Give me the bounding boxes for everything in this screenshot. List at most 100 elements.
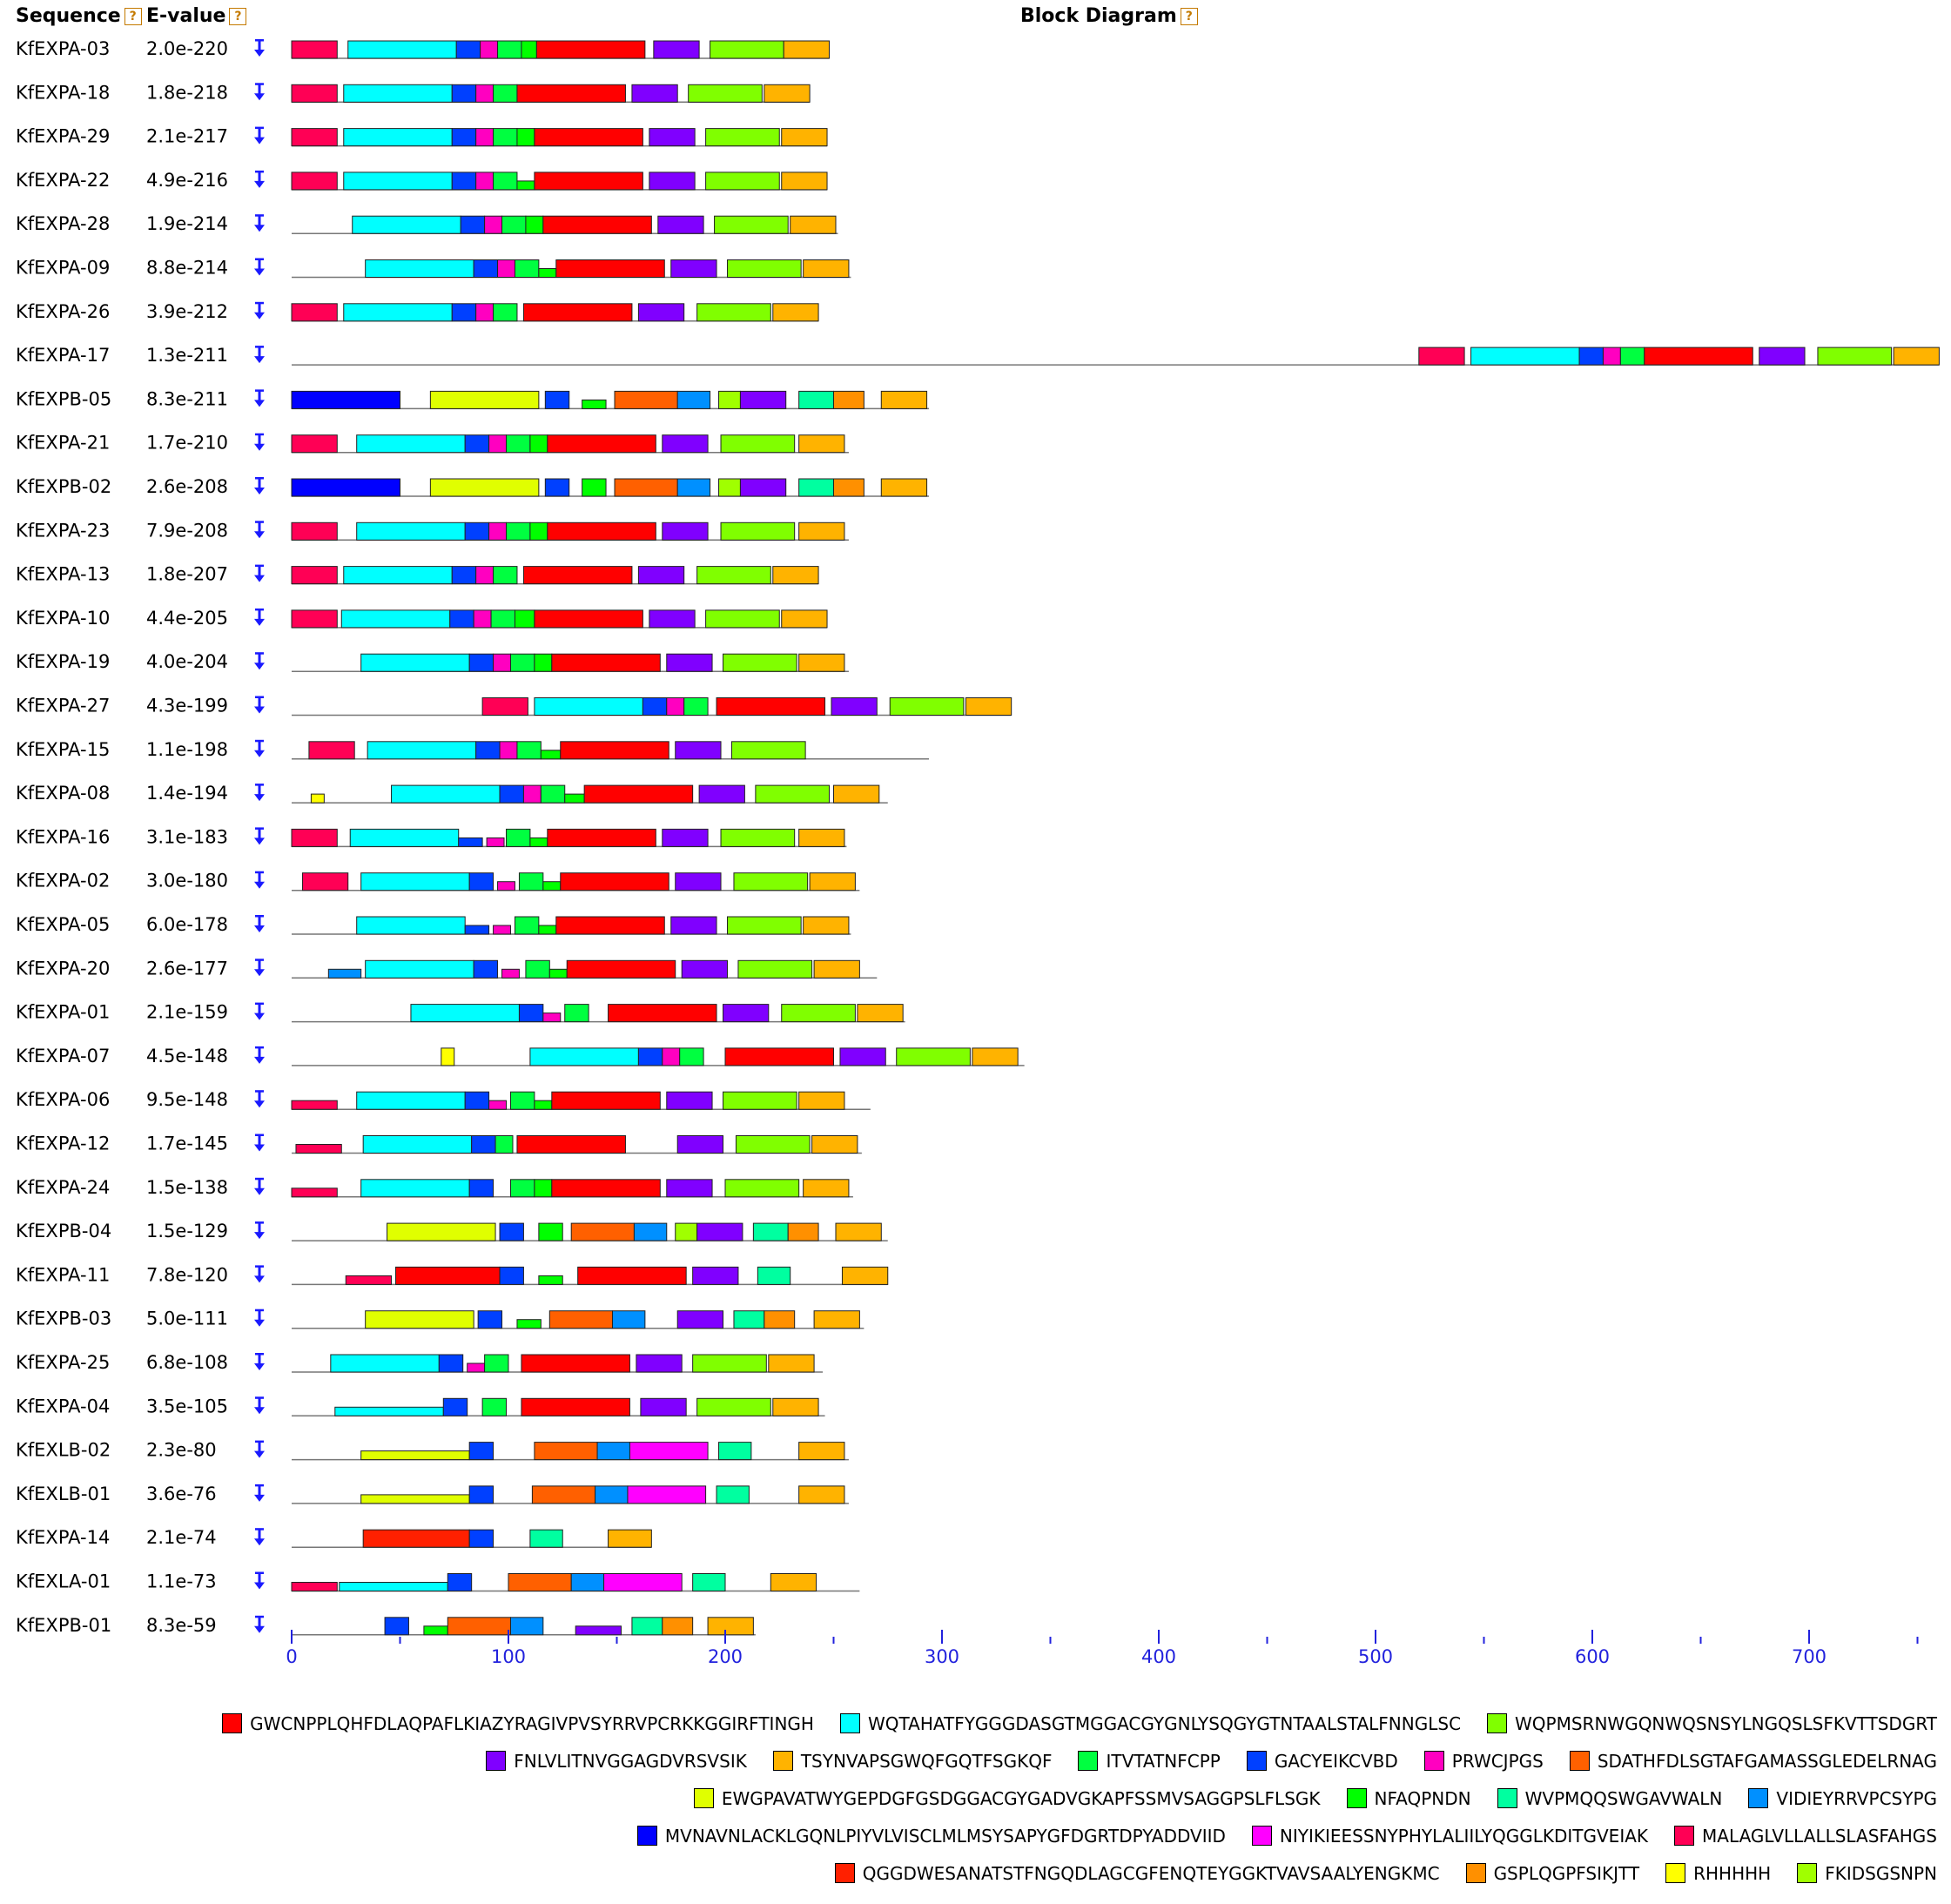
motif-block-m4[interactable] bbox=[698, 784, 745, 804]
legend-item[interactable]: GACYEIKCVBD bbox=[1246, 1751, 1398, 1772]
legend-item[interactable]: MALAGLVLLALLSLASFAHGS bbox=[1674, 1826, 1937, 1847]
motif-block-m7[interactable] bbox=[468, 1179, 494, 1198]
sequence-name[interactable]: KfEXPA-13 bbox=[16, 564, 110, 585]
legend-item[interactable]: MVNAVNLACKLGQNLPIYVLVISCLMLMSYSAPYGFDGRT… bbox=[636, 1826, 1226, 1847]
motif-block-m7[interactable] bbox=[473, 959, 499, 979]
motif-block-m12[interactable] bbox=[716, 1485, 750, 1504]
motif-block-m3[interactable] bbox=[755, 784, 831, 804]
motif-block-m3[interactable] bbox=[696, 1397, 771, 1416]
download-arrow-icon[interactable] bbox=[254, 915, 265, 932]
sequence-name[interactable]: KfEXPA-28 bbox=[16, 213, 110, 234]
motif-block-m5[interactable] bbox=[798, 1442, 845, 1461]
download-arrow-icon[interactable] bbox=[254, 83, 265, 101]
motif-block-m16[interactable] bbox=[301, 872, 349, 891]
motif-block-m7[interactable] bbox=[464, 434, 490, 454]
sequence-name[interactable]: KfEXPA-23 bbox=[16, 520, 110, 541]
motif-block-m11[interactable] bbox=[540, 750, 562, 760]
motif-block-m2[interactable] bbox=[360, 872, 470, 891]
motif-block-m7[interactable] bbox=[1578, 346, 1604, 366]
motif-block-m1[interactable] bbox=[547, 521, 656, 541]
download-arrow-icon[interactable] bbox=[254, 214, 265, 232]
motif-block-m7[interactable] bbox=[464, 925, 490, 935]
motif-block-m20[interactable] bbox=[718, 390, 741, 409]
motif-block-m7[interactable] bbox=[477, 1310, 503, 1329]
motif-block-m7[interactable] bbox=[468, 872, 494, 891]
motif-block-m1[interactable] bbox=[547, 434, 656, 454]
motif-block-m5[interactable] bbox=[857, 1004, 904, 1023]
motif-block-m16[interactable] bbox=[291, 1582, 338, 1591]
motif-block-m18[interactable] bbox=[764, 1310, 796, 1329]
motif-block-m12[interactable] bbox=[692, 1573, 726, 1591]
sequence-name[interactable]: KfEXPA-18 bbox=[16, 82, 110, 103]
motif-block-m3[interactable] bbox=[896, 1047, 971, 1066]
motif-block-m5[interactable] bbox=[803, 259, 850, 278]
motif-block-m8[interactable] bbox=[475, 172, 494, 191]
motif-block-m5[interactable] bbox=[781, 609, 828, 629]
motif-block-m16[interactable] bbox=[291, 40, 338, 59]
block-diagram-help-icon[interactable]: ? bbox=[1180, 8, 1198, 25]
motif-block-m3[interactable] bbox=[889, 697, 965, 716]
motif-block-m4[interactable] bbox=[653, 40, 700, 59]
motif-block-m8[interactable] bbox=[475, 84, 494, 103]
motif-block-m5[interactable] bbox=[768, 1354, 815, 1373]
sequence-name[interactable]: KfEXPA-01 bbox=[16, 1002, 110, 1023]
motif-block-m5[interactable] bbox=[772, 566, 819, 585]
download-arrow-icon[interactable] bbox=[254, 652, 265, 670]
motif-block-m14[interactable] bbox=[291, 478, 400, 497]
motif-block-m5[interactable] bbox=[798, 1485, 845, 1504]
motif-block-m5[interactable] bbox=[770, 1573, 817, 1591]
motif-block-m5[interactable] bbox=[707, 1617, 754, 1636]
motif-block-m1[interactable] bbox=[534, 172, 643, 191]
download-arrow-icon[interactable] bbox=[254, 126, 265, 145]
download-arrow-icon[interactable] bbox=[254, 871, 265, 889]
motif-block-m13[interactable] bbox=[327, 968, 362, 979]
motif-block-m2[interactable] bbox=[360, 653, 470, 672]
motif-block-m8[interactable] bbox=[467, 1362, 486, 1373]
motif-block-m16[interactable] bbox=[345, 1275, 393, 1285]
motif-block-m2[interactable] bbox=[343, 128, 453, 147]
motif-block-m12[interactable] bbox=[798, 478, 834, 497]
motif-block-m4[interactable] bbox=[575, 1625, 622, 1636]
motif-block-m16[interactable] bbox=[291, 1187, 338, 1198]
motif-block-m15[interactable] bbox=[603, 1573, 683, 1591]
motif-block-m11[interactable] bbox=[538, 1222, 563, 1241]
download-arrow-icon[interactable] bbox=[254, 433, 265, 451]
motif-block-m9[interactable] bbox=[534, 1442, 598, 1461]
motif-block-m4[interactable] bbox=[631, 84, 678, 103]
motif-block-m7[interactable] bbox=[447, 1573, 473, 1591]
motif-block-m16[interactable] bbox=[295, 1144, 342, 1154]
motif-block-m3[interactable] bbox=[720, 828, 796, 847]
motif-block-m7[interactable] bbox=[468, 1485, 494, 1504]
sequence-name[interactable]: KfEXPB-04 bbox=[16, 1221, 111, 1241]
motif-block-m1[interactable] bbox=[560, 741, 669, 760]
motif-block-m11[interactable] bbox=[521, 40, 537, 59]
motif-block-m4[interactable] bbox=[637, 566, 685, 585]
sequence-name[interactable]: KfEXPA-24 bbox=[16, 1177, 110, 1198]
motif-block-m13[interactable] bbox=[676, 390, 711, 409]
motif-block-m7[interactable] bbox=[460, 215, 486, 234]
motif-block-m3[interactable] bbox=[1817, 346, 1893, 366]
motif-block-m11[interactable] bbox=[564, 793, 585, 804]
motif-block-m13[interactable] bbox=[509, 1617, 544, 1636]
motif-block-m3[interactable] bbox=[723, 653, 797, 672]
motif-block-m5[interactable] bbox=[798, 434, 845, 454]
motif-block-m3[interactable] bbox=[735, 1135, 811, 1154]
motif-block-m15[interactable] bbox=[627, 1485, 707, 1504]
motif-block-m5[interactable] bbox=[880, 390, 928, 409]
download-arrow-icon[interactable] bbox=[254, 1353, 265, 1370]
motif-block-m11[interactable] bbox=[534, 1100, 553, 1110]
motif-block-m2[interactable] bbox=[334, 1406, 444, 1416]
download-arrow-icon[interactable] bbox=[254, 1571, 265, 1590]
motif-block-m9[interactable] bbox=[614, 478, 678, 497]
motif-block-m2[interactable] bbox=[356, 1091, 466, 1110]
motif-block-m8[interactable] bbox=[484, 215, 503, 234]
motif-block-m3[interactable] bbox=[737, 959, 813, 979]
motif-block-m3[interactable] bbox=[724, 1179, 800, 1198]
sequence-name[interactable]: KfEXPA-14 bbox=[16, 1527, 110, 1548]
motif-block-m1[interactable] bbox=[551, 653, 661, 672]
motif-block-m2[interactable] bbox=[343, 84, 453, 103]
motif-block-m19[interactable] bbox=[441, 1047, 455, 1066]
motif-block-m1[interactable] bbox=[547, 828, 656, 847]
motif-block-m13[interactable] bbox=[570, 1573, 605, 1591]
motif-block-m8[interactable] bbox=[522, 784, 542, 804]
